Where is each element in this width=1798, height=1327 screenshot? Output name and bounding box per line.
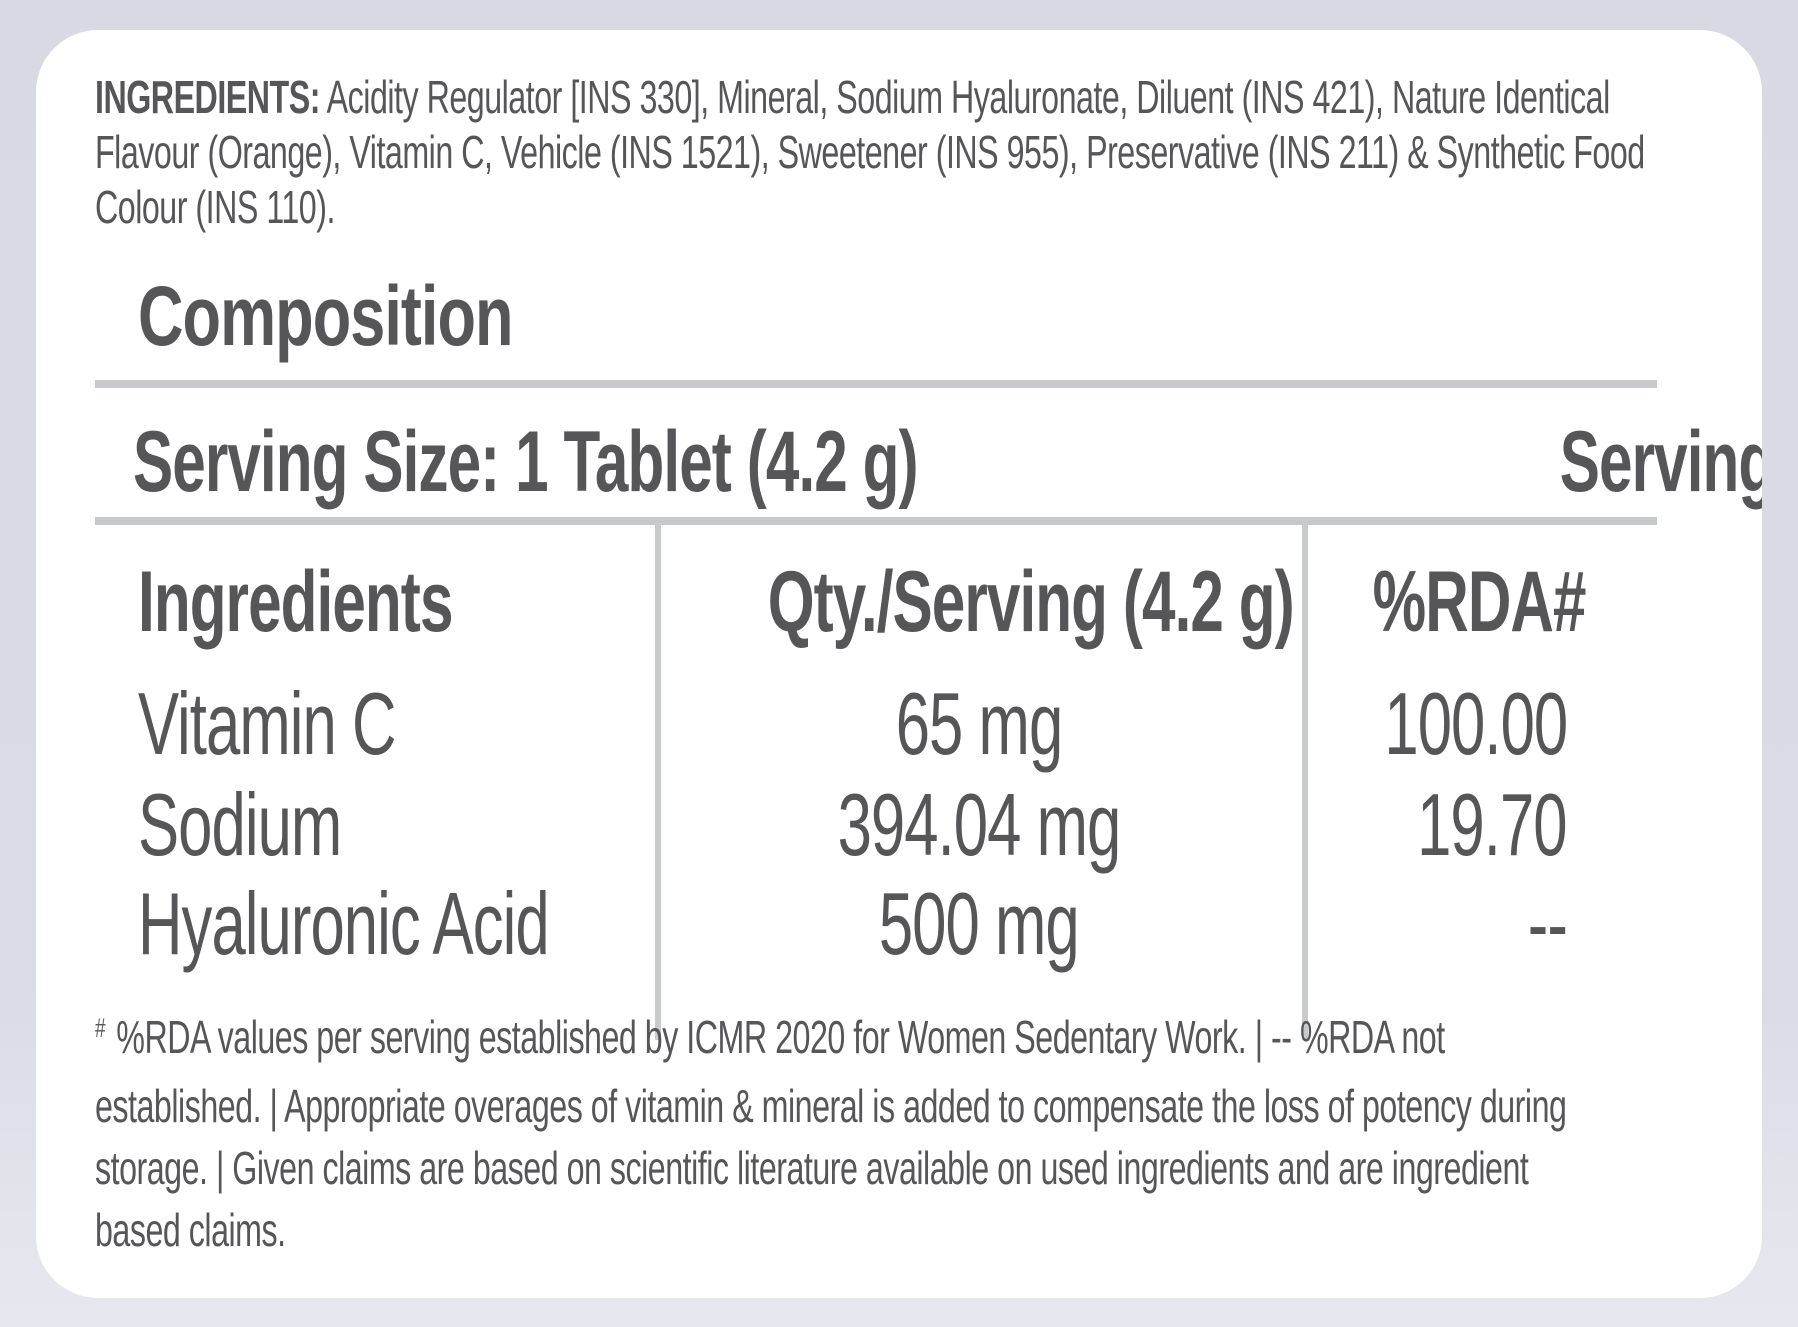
column-divider-left [655, 520, 661, 1040]
qty-cell: 500 mg [878, 874, 1080, 973]
top-rule [95, 380, 1657, 388]
footnote: # %RDA values per serving established by… [95, 1006, 1762, 1261]
footnote-text: %RDA values per serving established by I… [95, 1011, 1567, 1256]
header-qty-per-serving: Qty./Serving (4.2 g) [767, 554, 1295, 650]
qty-cell: 65 mg [895, 674, 1063, 773]
ingredient-name-cell: Hyaluronic Acid [138, 874, 550, 973]
table-row-hyaluronic-acid: Hyaluronic Acid 500 mg -- [36, 880, 1762, 968]
ingredient-name-cell: Vitamin C [138, 674, 397, 773]
composition-title: Composition [138, 269, 514, 363]
footnote-marker: # [95, 1013, 106, 1043]
rda-cell: -- [1527, 874, 1568, 973]
header-ingredients: Ingredients [138, 554, 453, 650]
rda-cell: 100.00 [1384, 674, 1568, 773]
qty-cell: 394.04 mg [837, 775, 1121, 874]
ingredients-text: Acidity Regulator [INS 330], Mineral, So… [95, 71, 1645, 233]
table-row-vitamin-c: Vitamin C 65 mg 100.00 [36, 680, 1762, 768]
label-card: INGREDIENTS: Acidity Regulator [INS 330]… [36, 30, 1762, 1298]
column-divider-right [1302, 520, 1308, 1040]
rda-cell: 19.70 [1417, 775, 1567, 874]
table-header-row: Ingredients Qty./Serving (4.2 g) %RDA# [36, 559, 1762, 645]
ingredients-paragraph: INGREDIENTS: Acidity Regulator [INS 330]… [95, 70, 1762, 235]
ingredient-name-cell: Sodium [138, 775, 342, 874]
serving-size: Serving Size: 1 Tablet (4.2 g) [133, 414, 919, 510]
serving-per-container: Serving Per Container: 15 [1559, 414, 1762, 510]
serving-row: Serving Size: 1 Tablet (4.2 g) Serving P… [133, 414, 1762, 510]
mid-rule [95, 517, 1657, 525]
ingredients-label: INGREDIENTS: [95, 71, 320, 123]
header-rda: %RDA# [1373, 554, 1587, 650]
table-row-sodium: Sodium 394.04 mg 19.70 [36, 781, 1762, 869]
